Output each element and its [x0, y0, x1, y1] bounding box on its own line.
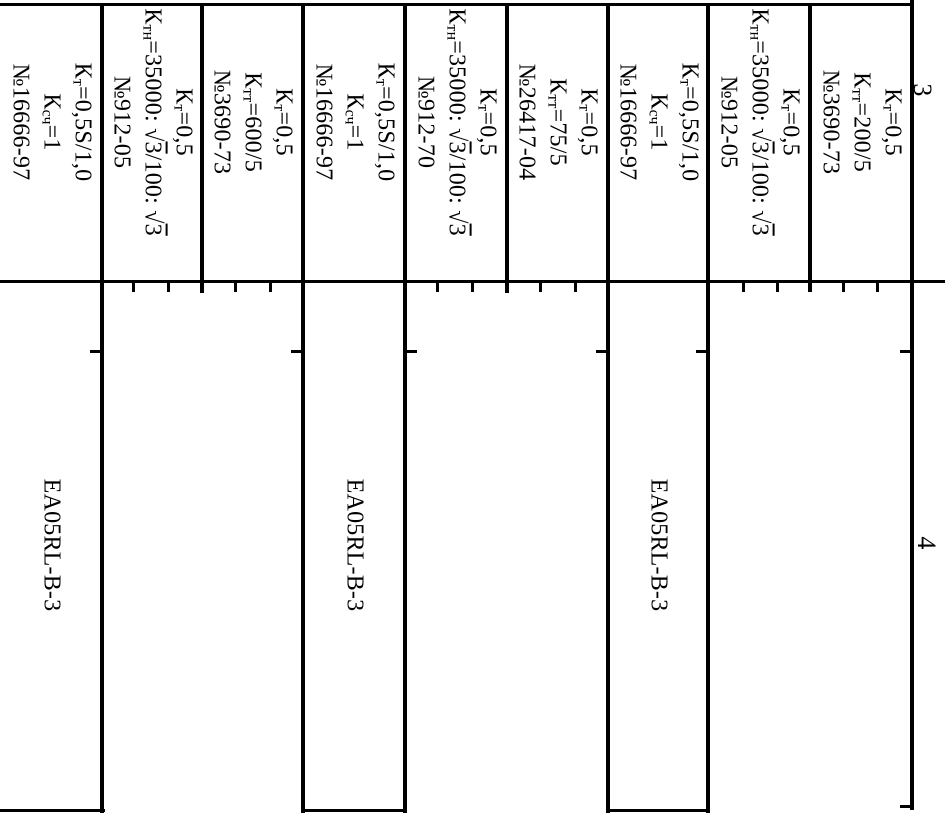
- grid-line-horizontal: [303, 809, 407, 812]
- grid-line-horizontal: [696, 350, 708, 353]
- grid-line-vertical: [505, 4, 509, 293]
- cell-transformer-ratio: Ксч=1: [38, 93, 65, 151]
- row-tick: [574, 281, 577, 292]
- grid-line-horizontal: [900, 350, 912, 353]
- cell-serial-number: №16666-97: [310, 63, 337, 181]
- cell-serial-number: №16666-97: [614, 63, 641, 181]
- row-tick: [234, 281, 237, 292]
- row-tick: [436, 281, 439, 292]
- cell-serial-number: №16666-97: [7, 63, 34, 181]
- cell-accuracy-class: Кт=0,5: [474, 88, 501, 156]
- grid-line-vertical: [606, 4, 610, 813]
- row-tick: [842, 281, 845, 292]
- cell-accuracy-class: Кт=0,5: [777, 88, 804, 156]
- grid-line-vertical: [301, 4, 305, 813]
- column-header-4: 4: [912, 536, 941, 550]
- cell-transformer-ratio: Ктт=200/5: [848, 72, 875, 172]
- row-tick: [776, 281, 779, 292]
- grid-line-vertical: [403, 4, 407, 813]
- cell-transformer-ratio: Ктт=75/5: [544, 78, 571, 166]
- cell-accuracy-class: Кт=0,5: [575, 88, 602, 156]
- cell-transformer-ratio: Ктн=35000: √3/100: √3: [139, 8, 166, 236]
- row-tick: [471, 281, 474, 292]
- row-tick: [269, 281, 272, 292]
- row-tick: [742, 281, 745, 292]
- grid-line-vertical: [100, 4, 104, 813]
- grid-line-horizontal: [405, 350, 417, 353]
- cell-transformer-ratio: Ктн=35000: √3/100: √3: [443, 8, 470, 236]
- cell-serial-number: №912-05: [715, 75, 742, 169]
- cell-accuracy-class: Кт=0,5S/1,0: [372, 62, 399, 182]
- cell-accuracy-class: Кт=0,5: [170, 88, 197, 156]
- grid-line-horizontal: [291, 350, 303, 353]
- grid-line-horizontal: [608, 809, 710, 812]
- grid-line-horizontal: [90, 350, 102, 353]
- grid-line-horizontal: [596, 350, 608, 353]
- grid-line-vertical: [706, 4, 710, 813]
- grid-line-horizontal: [0, 809, 105, 812]
- row-tick: [539, 281, 542, 292]
- row-tick: [167, 281, 170, 292]
- cell-serial-number: №912-05: [108, 75, 135, 169]
- grid-line-horizontal: [0, 3, 914, 6]
- grid-line-vertical: [910, 0, 914, 810]
- cell-accuracy-class: Кт=0,5: [879, 88, 906, 156]
- grid-line-horizontal: [900, 805, 912, 808]
- cell-transformer-ratio: Ктн=35000: √3/100: √3: [746, 8, 773, 236]
- grid-line-vertical: [200, 4, 204, 293]
- cell-accuracy-class: Кт=0,5S/1,0: [69, 62, 96, 182]
- cell-transformer-ratio: Ксч=1: [341, 93, 368, 151]
- cell-accuracy-class: Кт=0,5: [270, 88, 297, 156]
- cell-serial-number: №3690-73: [817, 69, 844, 175]
- grid-line-vertical: [808, 4, 812, 292]
- row-tick: [132, 281, 135, 292]
- cell-serial-number: №912-70: [412, 75, 439, 169]
- row-tick: [876, 281, 879, 292]
- cell-transformer-ratio: Ктт=600/5: [239, 72, 266, 172]
- cell-meter-type: EA05RL-B-3: [38, 478, 65, 612]
- cell-meter-type: EA05RL-B-3: [645, 478, 672, 612]
- cell-meter-type: EA05RL-B-3: [341, 478, 368, 612]
- cell-serial-number: №26417-04: [513, 63, 540, 181]
- cell-serial-number: №3690-73: [208, 69, 235, 175]
- cell-accuracy-class: Кт=0,5S/1,0: [676, 62, 703, 182]
- cell-transformer-ratio: Ксч=1: [645, 93, 672, 151]
